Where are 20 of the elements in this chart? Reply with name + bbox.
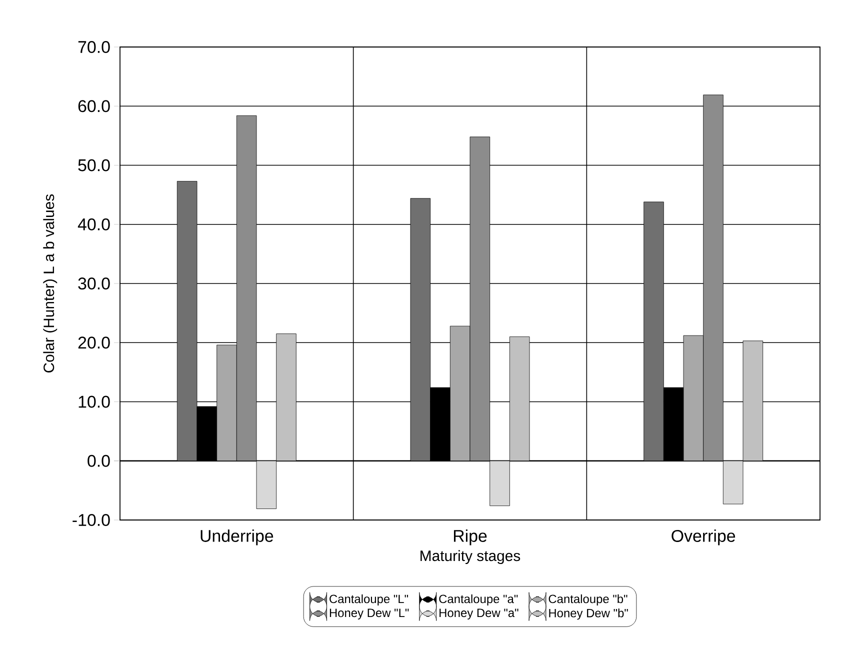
x-axis-title: Maturity stages (420, 550, 520, 564)
x-tick-label: Overripe (672, 530, 736, 546)
legend-label: Cantaloupe "a" (439, 594, 518, 606)
legend-label: Honey Dew "a" (440, 608, 518, 620)
legend-label: Cantaloupe "L" (330, 594, 408, 606)
x-tick-label: Ripe (454, 530, 487, 546)
x-tick-label: Underripe (200, 530, 274, 546)
y-tick-label: 10.0 (78, 396, 110, 408)
legend-label: Cantaloupe "b" (548, 594, 628, 606)
y-tick-label: 30.0 (78, 278, 110, 290)
legend-label: Honey Dew "L" (330, 608, 409, 620)
y-tick-label: 50.0 (78, 159, 110, 172)
y-tick-label: 0.0 (88, 454, 110, 467)
y-axis-title: Colar (Hunter) L a b values (43, 194, 58, 372)
y-tick-label: 60.0 (78, 100, 110, 112)
legend-label: Honey Dew "b" (549, 608, 628, 620)
y-tick-label: 70.0 (78, 41, 110, 53)
y-tick-label: 20.0 (78, 336, 110, 349)
y-tick-label: 40.0 (78, 218, 110, 230)
y-tick-label: -10.0 (72, 514, 110, 526)
